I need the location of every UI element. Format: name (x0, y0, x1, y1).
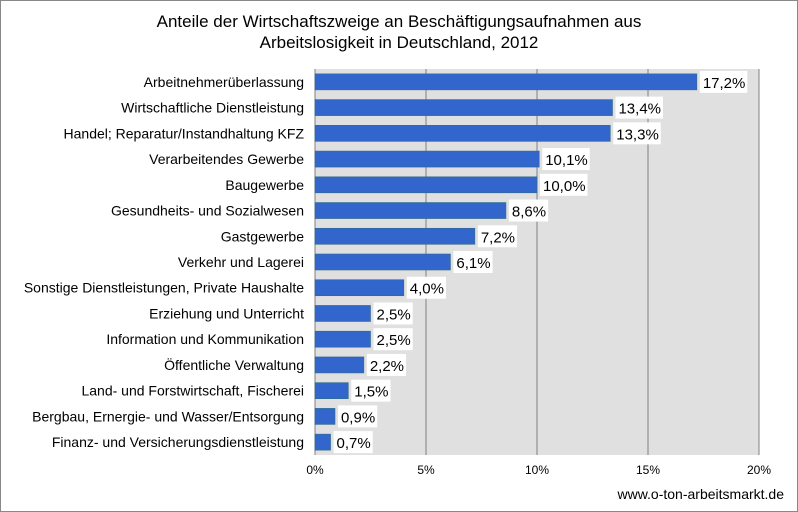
category-label: Gastgewerbe (221, 228, 304, 244)
category-label: Baugewerbe (225, 177, 304, 193)
data-label: 2,5% (377, 306, 411, 323)
data-label: 13,4% (618, 101, 661, 118)
data-label: 6,1% (456, 255, 490, 272)
source-label: www.o-ton-arbeitsmarkt.de (616, 486, 784, 502)
data-label-box (373, 328, 413, 351)
bar (314, 227, 476, 245)
bar (314, 99, 613, 116)
bar (314, 382, 349, 399)
data-label: 1,5% (354, 384, 388, 401)
bar (314, 176, 538, 194)
data-label-box (453, 251, 493, 273)
category-label: Öffentliche Verwaltung (164, 356, 304, 373)
category-label: Verkehr und Lagerei (178, 254, 304, 270)
data-label: 0,7% (337, 435, 371, 452)
x-tick-label: 5% (417, 463, 435, 477)
data-label-box (613, 122, 661, 145)
data-label-box (699, 70, 748, 93)
data-label-box (477, 225, 518, 248)
data-label: 10,1% (545, 152, 588, 169)
bar (314, 356, 365, 374)
bar (314, 305, 371, 322)
data-label-box (351, 379, 391, 402)
data-label: 10,0% (543, 178, 586, 195)
category-label: Wirtschaftliche Dienstleistung (121, 100, 304, 116)
data-label: 8,6% (512, 204, 546, 221)
data-label: 17,2% (703, 75, 746, 92)
bar (314, 330, 371, 348)
category-label: Erziehung und Unterricht (149, 305, 304, 321)
category-label: Land- und Forstwirtschaft, Fischerei (81, 383, 304, 399)
data-label-box (366, 353, 407, 376)
category-label: Information und Kommunikation (106, 331, 304, 347)
data-label-box (540, 173, 588, 196)
data-label: 2,2% (370, 358, 404, 375)
chart-title-line-2: Arbeitslosigkeit in Deutschland, 2012 (260, 33, 539, 52)
category-label: Sonstige Dienstleistungen, Private Haush… (24, 280, 304, 296)
category-label: Bergbau, Ernergie- und Wasser/Entsorgung (32, 408, 304, 424)
data-label-box (373, 302, 413, 325)
category-label: Handel; Reparatur/Instandhaltung KFZ (64, 125, 305, 141)
category-label: Verarbeitendes Gewerbe (149, 151, 304, 167)
data-label: 4,0% (410, 281, 444, 298)
x-tick-label: 20% (747, 463, 771, 477)
x-tick-label: 0% (306, 463, 324, 477)
bar (314, 433, 331, 451)
bar (314, 408, 336, 425)
bar (314, 279, 405, 297)
bar (314, 253, 451, 271)
data-label-box (542, 148, 590, 171)
data-label-box (337, 405, 378, 428)
data-label-box (333, 431, 373, 454)
category-label: Finanz- und Versicherungsdienstleistung (52, 434, 304, 450)
data-label: 2,5% (377, 332, 411, 349)
data-label-box (508, 199, 549, 222)
bar (314, 125, 611, 142)
data-label-box (406, 276, 446, 299)
data-label: 0,9% (341, 409, 375, 426)
bar (314, 202, 507, 219)
data-label: 7,2% (481, 229, 515, 246)
x-tick-label: 10% (525, 463, 549, 477)
data-label: 13,3% (616, 126, 659, 143)
data-label-box (615, 96, 663, 119)
chart-title-line-1: Anteile der Wirtschaftszweige an Beschäf… (157, 12, 642, 31)
category-label: Gesundheits- und Sozialwesen (111, 203, 304, 219)
bar (314, 73, 698, 91)
x-tick-label: 15% (636, 463, 660, 477)
bar (314, 150, 540, 168)
category-label: Arbeitnehmerüberlassung (144, 74, 304, 90)
